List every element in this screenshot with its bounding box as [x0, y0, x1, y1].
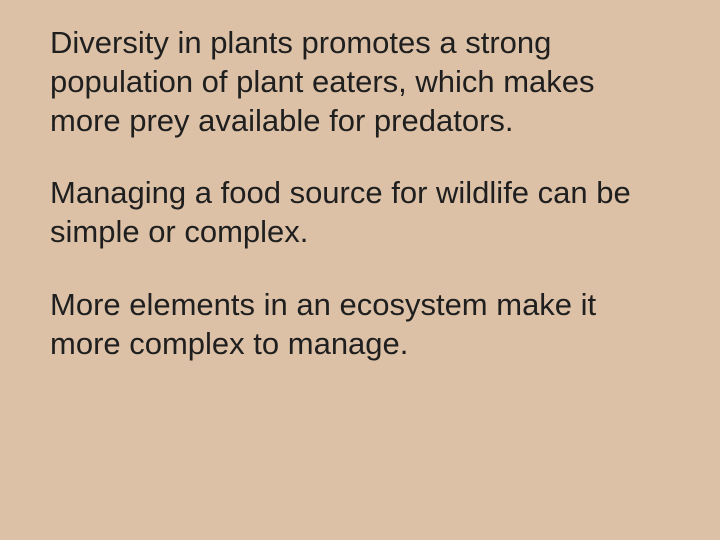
slide: Diversity in plants promotes a strong po…	[0, 0, 720, 540]
paragraph-1: Diversity in plants promotes a strong po…	[50, 24, 670, 140]
paragraph-3: More elements in an ecosystem make it mo…	[50, 286, 670, 364]
paragraph-2: Managing a food source for wildlife can …	[50, 174, 670, 252]
